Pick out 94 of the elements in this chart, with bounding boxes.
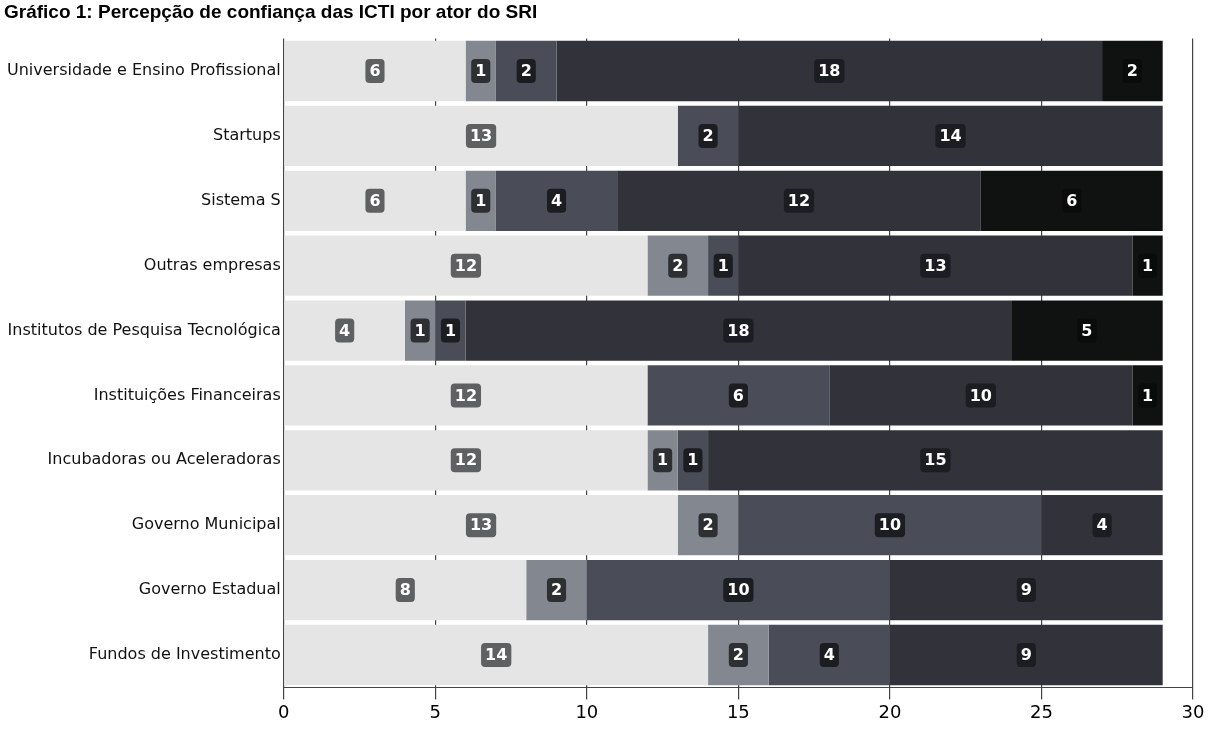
y-tick-label: Startups xyxy=(213,125,281,145)
bar xyxy=(284,495,678,556)
y-tick-label: Sistema S xyxy=(201,189,281,209)
data-label: 12 xyxy=(454,385,478,405)
bar xyxy=(1041,495,1163,556)
data-label: 4 xyxy=(550,190,563,210)
y-tick-label: Outras empresas xyxy=(143,254,281,274)
bar xyxy=(586,559,890,621)
x-tick-label: 20 xyxy=(878,700,902,722)
bar xyxy=(768,624,890,686)
bar xyxy=(617,170,981,231)
bar xyxy=(738,495,1042,556)
data-label: 1 xyxy=(475,190,487,210)
y-tick-label: Incubadoras ou Aceleradoras xyxy=(47,449,281,469)
data-label: 5 xyxy=(1081,320,1093,340)
y-tick-label: Universidade e Ensino Profissional xyxy=(7,60,281,80)
y-tick-label: Instituições Financeiras xyxy=(93,384,281,404)
data-label: 2 xyxy=(732,645,744,665)
bar xyxy=(284,40,466,102)
bar xyxy=(284,559,527,621)
data-label: 1 xyxy=(717,255,729,275)
bar xyxy=(677,495,739,556)
data-label: 12 xyxy=(787,190,811,210)
x-tick-label: 5 xyxy=(429,700,442,722)
bar xyxy=(829,365,1133,426)
data-label: 4 xyxy=(823,645,835,665)
y-tick-label: Institutos de Pesquisa Tecnológica xyxy=(7,319,281,339)
data-label: 14 xyxy=(485,645,508,665)
bar xyxy=(980,170,1163,231)
data-label: 1 xyxy=(687,450,699,470)
data-label: 13 xyxy=(924,255,947,275)
data-label: 9 xyxy=(1020,645,1032,665)
y-tick-label: Fundos de Investimento xyxy=(88,644,281,664)
bar xyxy=(738,235,1133,296)
data-label: 18 xyxy=(818,61,841,81)
data-label: 1 xyxy=(414,320,426,340)
data-label: 13 xyxy=(469,126,493,146)
data-label: 1 xyxy=(1141,255,1154,275)
x-tick-label: 10 xyxy=(575,700,599,722)
x-tick-label: 30 xyxy=(1181,700,1205,722)
data-label: 10 xyxy=(878,515,902,535)
y-tick-label: Governo Municipal xyxy=(131,514,281,534)
data-label: 2 xyxy=(672,255,684,275)
bar xyxy=(284,430,648,491)
bar xyxy=(647,365,830,426)
x-tick-label: 0 xyxy=(278,700,290,722)
chart-title: Gráfico 1: Percepção de confiança das ICTI por ator do SRI xyxy=(3,0,539,24)
bar xyxy=(284,300,405,361)
bar xyxy=(526,559,587,621)
bar xyxy=(284,170,466,231)
data-label: 6 xyxy=(1066,190,1078,210)
bar xyxy=(284,235,648,296)
data-label: 1 xyxy=(657,450,669,470)
bar xyxy=(1011,300,1163,361)
bar xyxy=(889,624,1163,686)
data-label: 8 xyxy=(399,580,411,600)
data-label: 2 xyxy=(550,580,563,600)
data-label: 1 xyxy=(475,61,487,81)
data-label: 15 xyxy=(924,450,947,470)
data-label: 13 xyxy=(469,515,493,535)
data-label: 10 xyxy=(727,580,750,600)
bar xyxy=(738,105,1163,167)
data-label: 1 xyxy=(1141,385,1154,405)
bar xyxy=(284,105,678,167)
bar xyxy=(465,300,1012,361)
bar xyxy=(495,40,557,102)
bar xyxy=(889,559,1163,621)
data-label: 12 xyxy=(454,450,478,470)
bar xyxy=(495,170,618,231)
bar xyxy=(284,365,648,426)
data-label: 6 xyxy=(369,61,381,81)
data-label: 18 xyxy=(727,320,750,340)
bar xyxy=(708,624,769,686)
data-label: 10 xyxy=(969,385,992,405)
bar xyxy=(708,430,1163,491)
data-label: 14 xyxy=(939,126,962,146)
data-label: 4 xyxy=(339,320,351,340)
bar xyxy=(556,40,1103,102)
data-label: 2 xyxy=(1126,61,1138,81)
data-label: 1 xyxy=(444,320,457,340)
x-tick-label: 25 xyxy=(1030,700,1053,722)
data-label: 9 xyxy=(1020,580,1032,600)
x-tick-label: 15 xyxy=(726,700,750,722)
bar xyxy=(284,624,709,686)
data-label: 2 xyxy=(702,515,714,535)
bar xyxy=(647,235,709,296)
data-label: 6 xyxy=(732,385,744,405)
data-label: 2 xyxy=(520,61,532,81)
data-label: 4 xyxy=(1096,515,1108,535)
data-label: 6 xyxy=(369,190,381,210)
data-label: 12 xyxy=(454,255,478,275)
bar xyxy=(1102,40,1163,102)
data-label: 2 xyxy=(702,126,714,146)
y-tick-label: Governo Estadual xyxy=(138,579,281,599)
